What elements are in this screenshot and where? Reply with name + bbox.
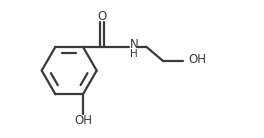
Text: O: O	[97, 10, 106, 23]
Text: H: H	[130, 49, 138, 59]
Text: OH: OH	[74, 114, 92, 127]
Text: N: N	[130, 38, 138, 51]
Text: OH: OH	[189, 53, 207, 66]
